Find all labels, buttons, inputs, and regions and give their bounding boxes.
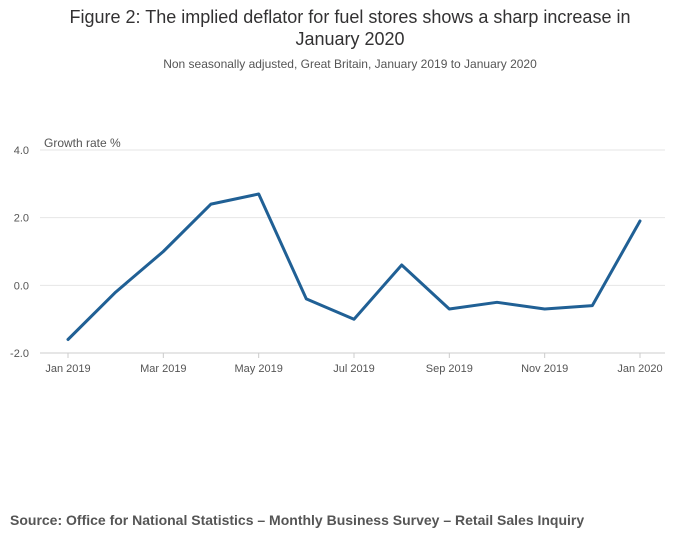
x-tick-label: Jan 2020 bbox=[617, 363, 662, 375]
data-point bbox=[209, 202, 213, 206]
x-tick-label: Sep 2019 bbox=[426, 363, 473, 375]
data-point bbox=[400, 263, 404, 267]
data-point bbox=[257, 192, 261, 196]
y-tick-label: -2.0 bbox=[10, 348, 29, 360]
chart-subtitle: Non seasonally adjusted, Great Britain, … bbox=[163, 57, 537, 71]
y-tick-label: 0.0 bbox=[14, 280, 29, 292]
data-point bbox=[161, 250, 165, 254]
series-line bbox=[66, 192, 642, 341]
line-chart: 4.0 2.0 0.0 -2.0 Jan 2019 Mar 2019 May 2019 Jul… bbox=[10, 136, 665, 375]
chart-title: Figure 2: The implied deflator for fuel … bbox=[69, 7, 631, 49]
data-point bbox=[352, 317, 356, 321]
series-layer bbox=[66, 192, 642, 341]
source-note: Source: Office for National Statistics –… bbox=[10, 512, 585, 528]
data-point bbox=[447, 307, 451, 311]
data-point bbox=[590, 304, 594, 308]
data-point bbox=[495, 300, 499, 304]
data-point bbox=[304, 297, 308, 301]
x-tick-label: May 2019 bbox=[235, 363, 283, 375]
data-point bbox=[66, 337, 70, 341]
y-tick-label: 4.0 bbox=[14, 145, 29, 157]
x-tick-label: Mar 2019 bbox=[140, 363, 186, 375]
axes: 4.0 2.0 0.0 -2.0 Jan 2019 Mar 2019 May 2019 Jul… bbox=[10, 145, 665, 375]
data-point bbox=[543, 307, 547, 311]
data-point bbox=[114, 290, 118, 294]
x-tick-label: Jul 2019 bbox=[333, 363, 375, 375]
data-point bbox=[638, 219, 642, 223]
grid-lines bbox=[40, 149, 665, 286]
y-tick-label: 2.0 bbox=[14, 213, 29, 225]
x-tick-label: Nov 2019 bbox=[521, 363, 568, 375]
x-tick-label: Jan 2019 bbox=[45, 363, 90, 375]
y-axis-label: Growth rate % bbox=[44, 136, 121, 150]
